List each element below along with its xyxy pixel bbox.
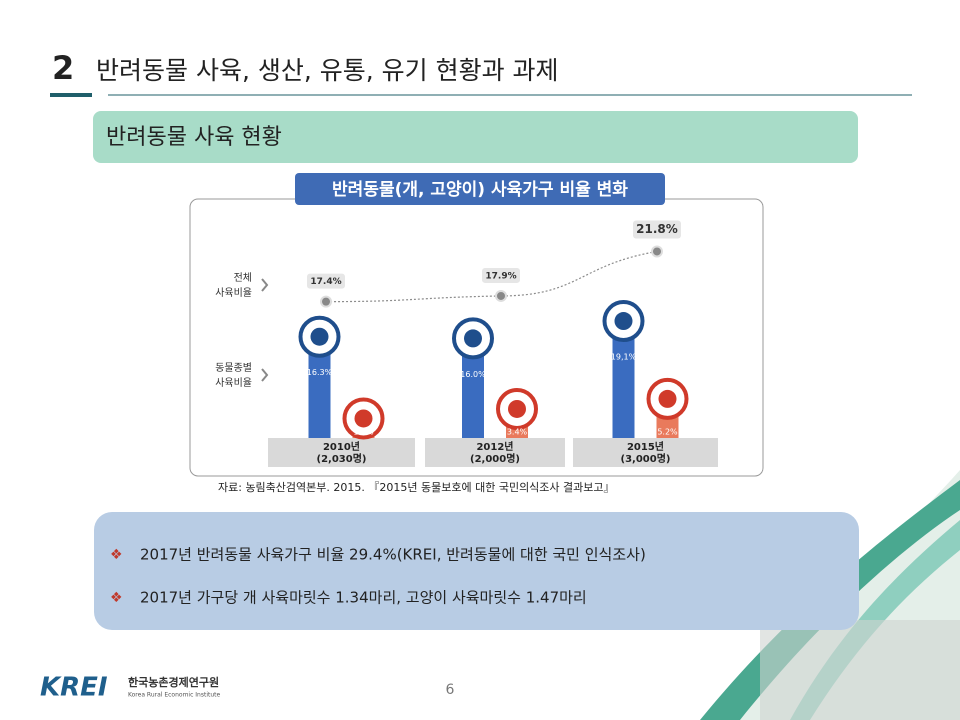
label-box xyxy=(307,273,345,289)
icon xyxy=(464,329,482,348)
value-label: 19,1% xyxy=(611,353,637,362)
header-number: 2 xyxy=(52,49,74,87)
org-name: 한국농촌경제연구원 xyxy=(128,675,219,689)
plot: 전체사육비율동물종별사육비율2010년(2,030명)2012년(2,000명)… xyxy=(215,220,718,467)
bar xyxy=(612,331,635,438)
label-box xyxy=(633,220,681,239)
chevron xyxy=(261,368,269,382)
category-box xyxy=(268,438,415,467)
x-tick-label: 2010년 xyxy=(323,440,360,453)
value-label: 1.7% xyxy=(353,428,374,437)
row-label: 사육비율 xyxy=(215,377,252,389)
bullet: 2017년 반려동물 사육가구 비율 29.4%(KREI, 반려동물에 대한 … xyxy=(140,546,646,564)
section-band xyxy=(93,111,858,163)
row-label: 사육비율 xyxy=(215,287,252,299)
icon xyxy=(658,389,677,408)
bullet-mark: ❖ xyxy=(110,590,123,606)
bar xyxy=(308,346,331,438)
bullet-box xyxy=(94,512,859,630)
value-label: 3.4% xyxy=(507,428,528,437)
x-tick-label: 2015년 xyxy=(627,440,664,453)
icon xyxy=(508,399,526,418)
icon xyxy=(310,327,329,346)
chart-title-box xyxy=(295,173,665,205)
source: 자료: 농림축산검역본부. 2015. 『2015년 동물보호에 대한 국민의식… xyxy=(218,481,615,494)
category-box xyxy=(573,438,718,467)
row-label: 전체 xyxy=(234,272,252,284)
value-label: 17.9% xyxy=(485,271,516,281)
label-box xyxy=(482,267,520,283)
category-box xyxy=(425,438,565,467)
x-tick-note: (2,030명) xyxy=(317,452,367,465)
value-label: 16.0% xyxy=(460,370,486,379)
bar xyxy=(462,348,484,438)
x-tick-label: 2012년 xyxy=(476,440,513,453)
chart-title: 반려동물(개, 고양이) 사육가구 비율 변화 xyxy=(332,180,628,200)
section-title: 반려동물 사육 현황 xyxy=(106,125,282,150)
value-label: 21.8% xyxy=(636,222,678,236)
chevron xyxy=(261,278,269,292)
point xyxy=(320,295,332,308)
org-name-en: Korea Rural Economic Institute xyxy=(128,692,221,699)
line xyxy=(325,250,658,303)
icon xyxy=(354,409,373,428)
bullet-mark: ❖ xyxy=(110,547,123,563)
point xyxy=(495,289,507,302)
logo: KREI xyxy=(40,673,108,703)
bullet: 2017년 가구당 개 사육마릿수 1.34마리, 고양이 사육마릿수 1.47… xyxy=(140,589,587,607)
page-number: 6 xyxy=(446,682,455,698)
header-title: 반려동물 사육, 생산, 유통, 유기 현황과 과제 xyxy=(96,56,559,85)
icon xyxy=(614,312,633,331)
photo-placeholder xyxy=(760,620,960,720)
value-label: 17.4% xyxy=(310,277,341,287)
value-label: 16.3% xyxy=(307,368,333,377)
x-tick-note: (2,000명) xyxy=(470,452,520,465)
x-tick-note: (3,000명) xyxy=(621,452,671,465)
point xyxy=(651,245,663,258)
row-label: 동물종별 xyxy=(215,362,252,374)
value-label: 5.2% xyxy=(657,428,678,437)
